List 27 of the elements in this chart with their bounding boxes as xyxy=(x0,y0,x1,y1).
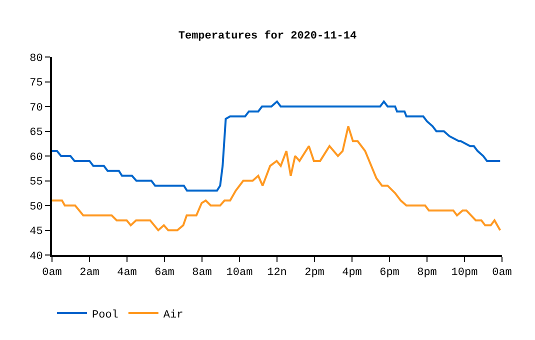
y-tick-label: 40 xyxy=(30,250,43,263)
legend-label: Air xyxy=(163,309,184,322)
y-tick-label: 80 xyxy=(30,52,43,65)
y-tick-label: 75 xyxy=(30,78,43,90)
x-tick-label: 6pm xyxy=(380,267,400,280)
x-tick-label: 2am xyxy=(80,267,100,280)
y-tick-label: 65 xyxy=(30,127,43,140)
line-series xyxy=(52,125,502,232)
line-series xyxy=(52,100,502,192)
x-tick-label: 8am xyxy=(192,267,212,280)
x-tick-label: 0am xyxy=(42,267,62,280)
x-tick-label: 2pm xyxy=(304,267,325,280)
x-tick-label: 0am xyxy=(492,267,512,280)
x-tick-label: 6am xyxy=(154,267,175,280)
x-tick-label: 4pm xyxy=(342,267,362,280)
x-tick-label: 12n xyxy=(267,267,287,280)
chart-title: Temperatures for 2020-11-14 xyxy=(178,29,358,42)
x-tick-label: 8pm xyxy=(417,267,438,280)
y-tick-label: 55 xyxy=(30,176,43,189)
y-tick-label: 45 xyxy=(30,226,43,238)
y-tick-label: 50 xyxy=(30,201,43,214)
y-tick-label: 70 xyxy=(30,102,43,114)
x-tick-label: 4am xyxy=(117,267,138,280)
x-tick-label: 10am xyxy=(226,267,254,280)
x-tick-label: 10pm xyxy=(451,267,478,280)
y-tick-label: 60 xyxy=(30,152,43,164)
legend-label: Pool xyxy=(92,309,118,322)
